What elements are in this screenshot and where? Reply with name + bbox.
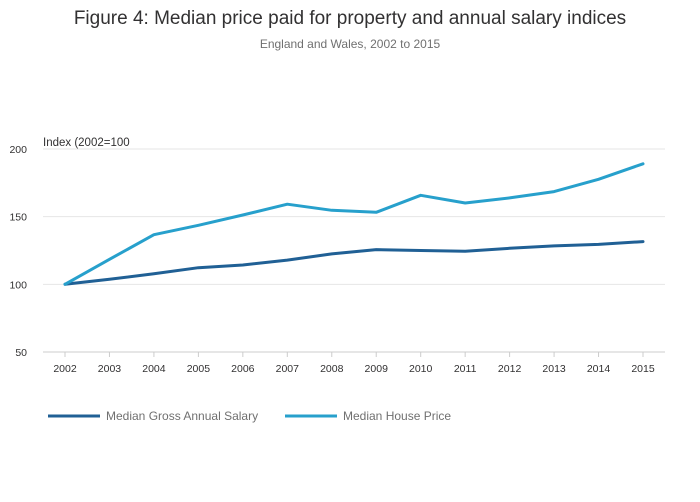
x-tick-label: 2012 xyxy=(498,363,522,375)
series-line xyxy=(63,240,645,286)
x-tick-label: 2009 xyxy=(365,363,389,375)
series-lines xyxy=(63,162,645,286)
x-tick-label: 2006 xyxy=(231,363,255,375)
legend-label: Median Gross Annual Salary xyxy=(106,409,258,423)
y-axis-ticks: 50 100 150 200 xyxy=(9,144,27,359)
x-tick-label: 2004 xyxy=(142,363,166,375)
x-tick-label: 2007 xyxy=(276,363,300,375)
y-tick-label: 100 xyxy=(9,279,27,291)
series-line xyxy=(63,162,645,286)
x-tick-label: 2013 xyxy=(542,363,566,375)
x-tick-label: 2014 xyxy=(587,363,611,375)
x-axis-ticks: 2002 2003 2004 2005 2006 2007 2008 2009 2010 2011… xyxy=(53,352,655,375)
chart-subtitle: England and Wales, 2002 to 2015 xyxy=(260,37,441,51)
y-tick-label: 50 xyxy=(15,347,27,359)
x-tick-label: 2003 xyxy=(98,363,122,375)
y-tick-label: 150 xyxy=(9,212,27,224)
chart-title: Figure 4: Median price paid for property… xyxy=(74,8,626,29)
x-tick-label: 2005 xyxy=(187,363,211,375)
x-tick-label: 2008 xyxy=(320,363,344,375)
legend: Median Gross Annual Salary Median House P… xyxy=(48,409,451,423)
x-tick-label: 2015 xyxy=(631,363,655,375)
y-axis-label: Index (2002=100 xyxy=(43,137,130,149)
x-tick-label: 2002 xyxy=(53,363,77,375)
x-tick-label: 2010 xyxy=(409,363,433,375)
y-tick-label: 200 xyxy=(9,144,27,156)
gridlines xyxy=(43,148,665,353)
x-tick-label: 2011 xyxy=(454,363,477,375)
legend-label: Median House Price xyxy=(343,409,451,423)
